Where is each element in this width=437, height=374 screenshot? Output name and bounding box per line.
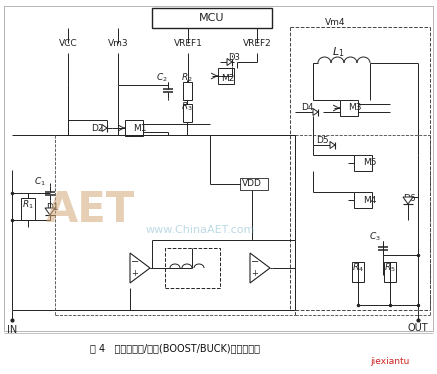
Bar (183, 82, 191, 100)
Polygon shape (313, 108, 318, 116)
Text: jiexiantu: jiexiantu (370, 358, 410, 367)
Text: D3: D3 (228, 52, 240, 61)
Text: −: − (251, 257, 259, 267)
Text: −: − (131, 257, 139, 267)
Text: M5: M5 (363, 157, 377, 166)
Text: M3: M3 (348, 102, 362, 111)
Text: $C_1$: $C_1$ (34, 176, 46, 188)
Bar (354, 192, 372, 208)
Polygon shape (130, 253, 150, 283)
Bar (125, 120, 143, 136)
Text: $C_3$: $C_3$ (369, 231, 381, 243)
Text: VREF2: VREF2 (243, 39, 271, 47)
Text: M2: M2 (221, 74, 235, 83)
Text: $L_1$: $L_1$ (332, 45, 344, 59)
Text: www.ChinaAET.com: www.ChinaAET.com (146, 225, 255, 235)
Polygon shape (102, 125, 107, 132)
Bar (152, 8, 272, 28)
Text: VCC: VCC (59, 39, 77, 47)
Bar (21, 198, 35, 220)
Polygon shape (330, 141, 335, 148)
Bar (183, 104, 191, 122)
Bar (352, 262, 364, 282)
Text: $R_2$: $R_2$ (181, 72, 193, 84)
Polygon shape (227, 58, 232, 65)
Bar (354, 155, 372, 171)
Polygon shape (403, 197, 413, 204)
Text: D4: D4 (301, 102, 313, 111)
Bar (4, 6, 433, 331)
Text: VDD: VDD (242, 178, 262, 187)
Text: D1: D1 (46, 202, 58, 212)
Text: +: + (252, 270, 258, 279)
Bar (240, 178, 268, 190)
Text: $R_3$: $R_3$ (181, 101, 193, 113)
Text: VREF1: VREF1 (173, 39, 202, 47)
Text: $R_1$: $R_1$ (22, 199, 34, 211)
Text: D5: D5 (316, 135, 328, 144)
Bar (384, 262, 396, 282)
Text: M4: M4 (363, 196, 377, 205)
Bar (218, 68, 234, 84)
Text: Vm4: Vm4 (325, 18, 345, 27)
Text: M1: M1 (133, 123, 147, 132)
Text: D2: D2 (91, 123, 103, 132)
Text: MCU: MCU (199, 13, 225, 23)
Text: D6: D6 (402, 193, 415, 202)
Text: IN: IN (7, 325, 17, 335)
Polygon shape (45, 208, 55, 215)
Text: $R_5$: $R_5$ (384, 262, 396, 274)
Text: OUT: OUT (408, 323, 428, 333)
Text: AET: AET (45, 189, 135, 231)
Text: $C_2$: $C_2$ (156, 72, 168, 84)
Text: $R_4$: $R_4$ (352, 262, 364, 274)
Text: Vm3: Vm3 (108, 39, 128, 47)
Polygon shape (250, 253, 270, 283)
Bar (340, 100, 358, 116)
Text: 图 4   稳压、升压/降压(BOOST/BUCK)系统电路图: 图 4 稳压、升压/降压(BOOST/BUCK)系统电路图 (90, 343, 260, 353)
Text: +: + (132, 270, 139, 279)
Bar (165, 248, 220, 288)
